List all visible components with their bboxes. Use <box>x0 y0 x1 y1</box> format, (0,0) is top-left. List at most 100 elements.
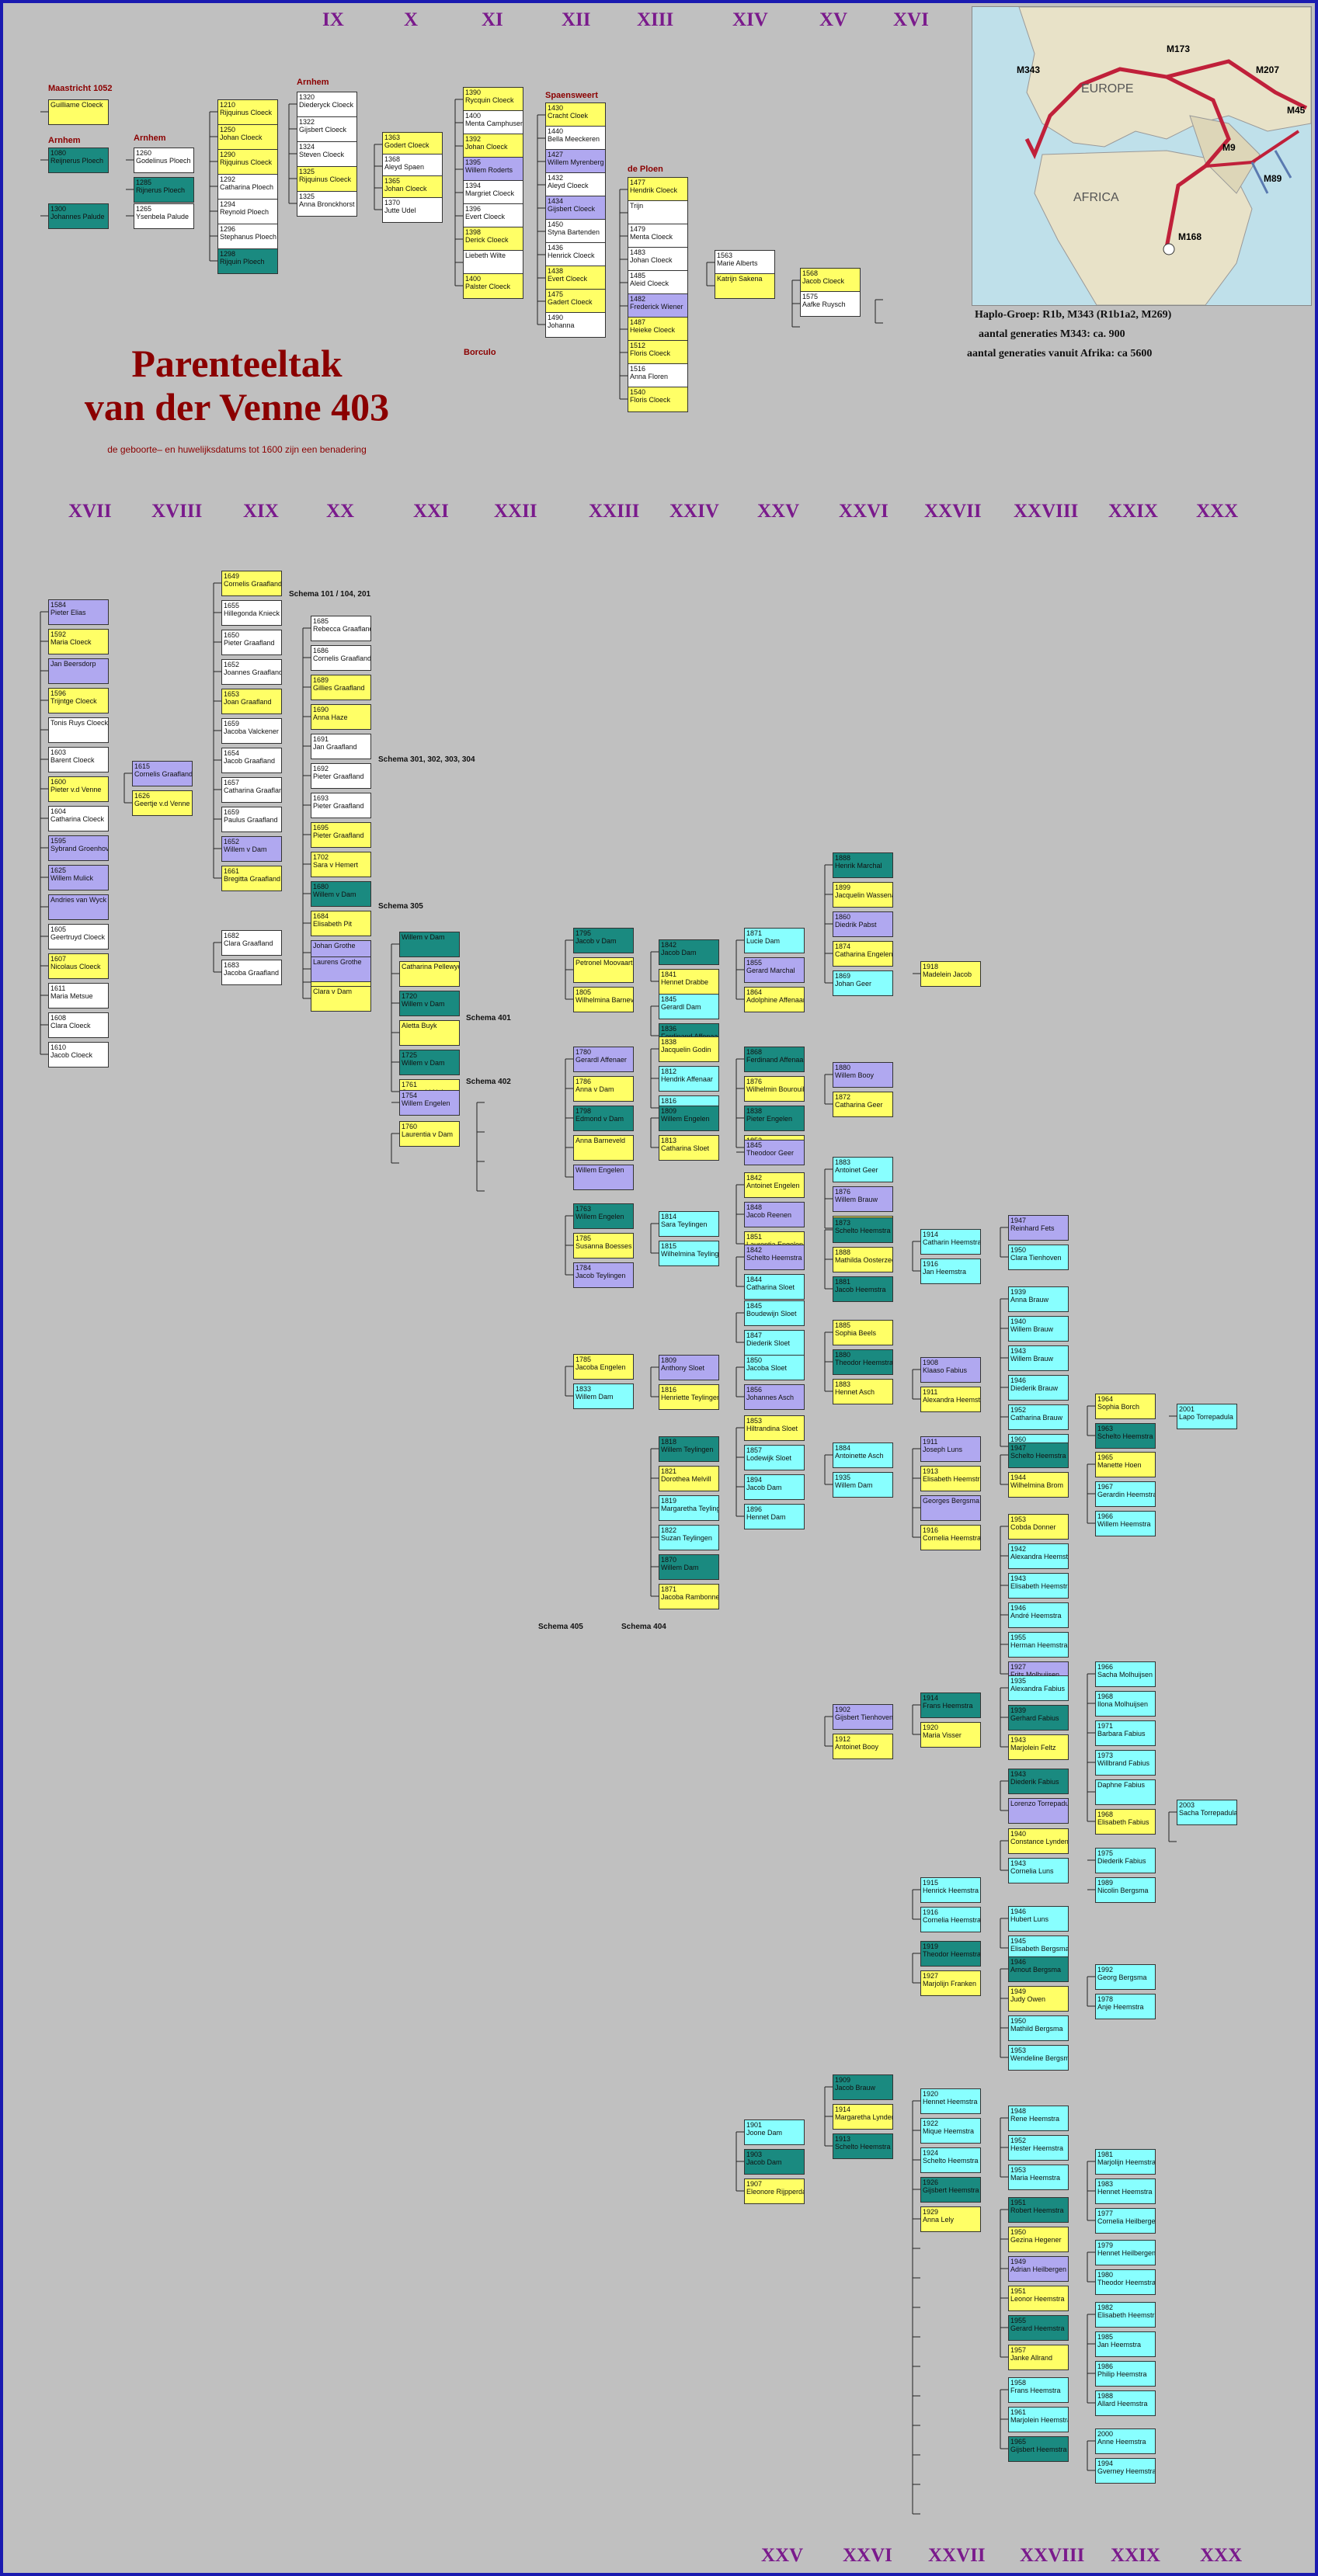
person-box[interactable]: 1876 Wilhelmin Bourouill <box>744 1076 805 1102</box>
person-box[interactable]: 1692 Pieter Graafland <box>311 763 371 789</box>
person-box[interactable]: 1608 Clara Cloeck <box>48 1012 109 1038</box>
person-box[interactable]: 2003 Sacha Torrepadula <box>1177 1800 1237 1825</box>
person-box[interactable]: 1809 Willem Engelen <box>659 1106 719 1131</box>
person-box[interactable]: Clara v Dam <box>311 986 371 1012</box>
person-box[interactable]: 1324 Steven Cloeck <box>297 141 357 167</box>
person-box[interactable]: 1965 Gijsbert Heemstra <box>1008 2436 1069 2462</box>
person-box[interactable]: 1992 Georg Bergsma <box>1095 1964 1156 1990</box>
person-box[interactable]: 1913 Elisabeth Heemstra <box>920 1466 981 1491</box>
person-box[interactable]: 1816 Henriette Teylingen <box>659 1384 719 1410</box>
person-box[interactable]: Lorenzo Torrepadula <box>1008 1798 1069 1824</box>
person-box[interactable]: 1871 Lucie Dam <box>744 928 805 953</box>
person-box[interactable]: 2001 Lapo Torrepadula <box>1177 1404 1237 1429</box>
person-box[interactable]: 1978 Anje Heemstra <box>1095 1994 1156 2019</box>
person-box[interactable]: 1881 Jacob Heemstra <box>833 1276 893 1302</box>
person-box[interactable]: 1485 Aleid Cloeck <box>628 270 688 296</box>
person-box[interactable]: 1950 Mathild Bergsma <box>1008 2015 1069 2041</box>
person-box[interactable]: 1940 Constance Lynden <box>1008 1828 1069 1854</box>
person-box[interactable]: 1477 Hendrik Cloeck <box>628 177 688 203</box>
person-box[interactable]: 1961 Marjolein Heemstra <box>1008 2407 1069 2432</box>
person-box[interactable]: 1430 Cracht Cloek <box>545 102 606 128</box>
person-box[interactable]: Liebeth Wilte <box>463 250 523 276</box>
person-box[interactable]: 1949 Judy Owen <box>1008 1986 1069 2012</box>
person-box[interactable]: 1686 Cornelis Graafland <box>311 645 371 671</box>
person-box[interactable]: 1950 Clara Tienhoven <box>1008 1245 1069 1270</box>
person-box[interactable]: 1604 Catharina Cloeck <box>48 806 109 831</box>
person-box[interactable]: 1813 Catharina Sloet <box>659 1135 719 1161</box>
person-box[interactable]: 1845 Boudewijn Sloet <box>744 1300 805 1326</box>
person-box[interactable]: 1953 Wendeline Bergsma <box>1008 2045 1069 2071</box>
person-box[interactable]: 1370 Jutte Udel <box>382 197 443 223</box>
person-box[interactable]: 1296 Stephanus Ploech <box>217 224 278 249</box>
person-box[interactable]: 1260 Godelinus Ploech <box>134 148 194 173</box>
person-box[interactable]: 1964 Sophia Borch <box>1095 1394 1156 1419</box>
person-box[interactable]: 1915 Henrick Heemstra <box>920 1877 981 1903</box>
person-box[interactable]: 1592 Maria Cloeck <box>48 629 109 654</box>
person-box[interactable]: 1809 Anthony Sloet <box>659 1355 719 1380</box>
person-box[interactable]: 1596 Trijntge Cloeck <box>48 688 109 713</box>
person-box[interactable]: 1919 Theodor Heemstra <box>920 1941 981 1967</box>
person-box[interactable]: 1907 Eleonore Rijpperda <box>744 2178 805 2204</box>
person-box[interactable]: 1490 Johanna <box>545 312 606 338</box>
person-box[interactable]: 1626 Geertje v.d Venne <box>132 790 193 816</box>
person-box[interactable]: 1685 Rebecca Graafland <box>311 616 371 641</box>
person-box[interactable]: 1868 Ferdinand Affenaar <box>744 1047 805 1072</box>
person-box[interactable]: 1325 Anna Bronckhorst <box>297 191 357 217</box>
person-box[interactable]: 1285 Rijnerus Ploech <box>134 177 194 203</box>
person-box[interactable]: 1903 Jacob Dam <box>744 2149 805 2175</box>
person-box[interactable]: 1475 Gadert Cloeck <box>545 289 606 314</box>
person-box[interactable]: 1654 Jacob Graafland <box>221 748 282 773</box>
person-box[interactable]: 1784 Jacob Teylingen <box>573 1262 634 1288</box>
person-box[interactable]: 1857 Lodewijk Sloet <box>744 1445 805 1470</box>
person-box[interactable]: 1720 Willem v Dam <box>399 991 460 1016</box>
person-box[interactable]: 1860 Diedrik Pabst <box>833 911 893 937</box>
person-box[interactable]: Jan Beersdorp <box>48 658 109 684</box>
person-box[interactable]: 1947 Reinhard Fets <box>1008 1215 1069 1241</box>
person-box[interactable]: 1842 Jacob Dam <box>659 939 719 965</box>
person-box[interactable]: 1516 Anna Floren <box>628 363 688 389</box>
person-box[interactable]: 1368 Aleyd Spaen <box>382 154 443 179</box>
person-box[interactable]: Tonis Ruys Cloeck <box>48 717 109 743</box>
person-box[interactable]: 1885 Sophia Beels <box>833 1320 893 1345</box>
person-box[interactable]: 1982 Elisabeth Heemstra <box>1095 2302 1156 2328</box>
person-box[interactable]: 1652 Joannes Graafland <box>221 659 282 685</box>
person-box[interactable]: 1725 Willem v Dam <box>399 1050 460 1075</box>
person-box[interactable]: 1603 Barent Cloeck <box>48 747 109 772</box>
person-box[interactable]: 1611 Maria Metsue <box>48 983 109 1009</box>
person-box[interactable]: 1440 Bella Meeckeren <box>545 126 606 151</box>
person-box[interactable]: 1939 Anna Brauw <box>1008 1286 1069 1312</box>
person-box[interactable]: 1920 Hennet Heemstra <box>920 2088 981 2114</box>
person-box[interactable]: 1918 Madelein Jacob <box>920 961 981 987</box>
person-box[interactable]: 1942 Alexandra Heemstra <box>1008 1543 1069 1569</box>
person-box[interactable]: 1980 Theodor Heemstra <box>1095 2269 1156 2295</box>
person-box[interactable]: 1479 Menta Cloeck <box>628 224 688 249</box>
person-box[interactable]: 1575 Aafke Ruysch <box>800 291 861 317</box>
person-box[interactable]: 1968 Ilona Molhuijsen <box>1095 1691 1156 1717</box>
person-box[interactable]: 1842 Schelto Heemstra <box>744 1245 805 1270</box>
person-box[interactable]: 1818 Willem Teylingen <box>659 1436 719 1462</box>
person-box[interactable]: 1512 Floris Cloeck <box>628 340 688 366</box>
person-box[interactable]: 1786 Anna v Dam <box>573 1076 634 1102</box>
person-box[interactable]: 1876 Willem Brauw <box>833 1186 893 1212</box>
person-box[interactable]: 1894 Jacob Dam <box>744 1474 805 1500</box>
person-box[interactable]: 1944 Wilhelmina Brom <box>1008 1472 1069 1498</box>
person-box[interactable]: 1798 Edmond v Dam <box>573 1106 634 1131</box>
person-box[interactable]: 1911 Joseph Luns <box>920 1436 981 1462</box>
person-box[interactable]: 1400 Palster Cloeck <box>463 273 523 299</box>
person-box[interactable]: Daphne Fabius <box>1095 1779 1156 1805</box>
person-box[interactable]: 1653 Joan Graafland <box>221 689 282 714</box>
person-box[interactable]: 1398 Derick Cloeck <box>463 227 523 252</box>
person-box[interactable]: 1294 Reynold Ploech <box>217 199 278 224</box>
person-box[interactable]: 1966 Sacha Molhuijsen <box>1095 1661 1156 1687</box>
person-box[interactable]: 1684 Elisabeth Pit <box>311 911 371 936</box>
person-box[interactable]: 1946 Arnout Bergsma <box>1008 1956 1069 1982</box>
person-box[interactable]: 1841 Hennet Drabbe <box>659 969 719 995</box>
person-box[interactable]: 1874 Catharina Engelen <box>833 941 893 967</box>
person-box[interactable]: 1916 Jan Heemstra <box>920 1258 981 1284</box>
person-box[interactable]: 1250 Johan Cloeck <box>217 124 278 150</box>
person-box[interactable]: 1943 Cornelia Luns <box>1008 1858 1069 1883</box>
person-box[interactable]: 1210 Rijquinus Cloeck <box>217 99 278 125</box>
person-box[interactable]: 1325 Rijquinus Cloeck <box>297 166 357 192</box>
person-box[interactable]: 1652 Willem v Dam <box>221 836 282 862</box>
